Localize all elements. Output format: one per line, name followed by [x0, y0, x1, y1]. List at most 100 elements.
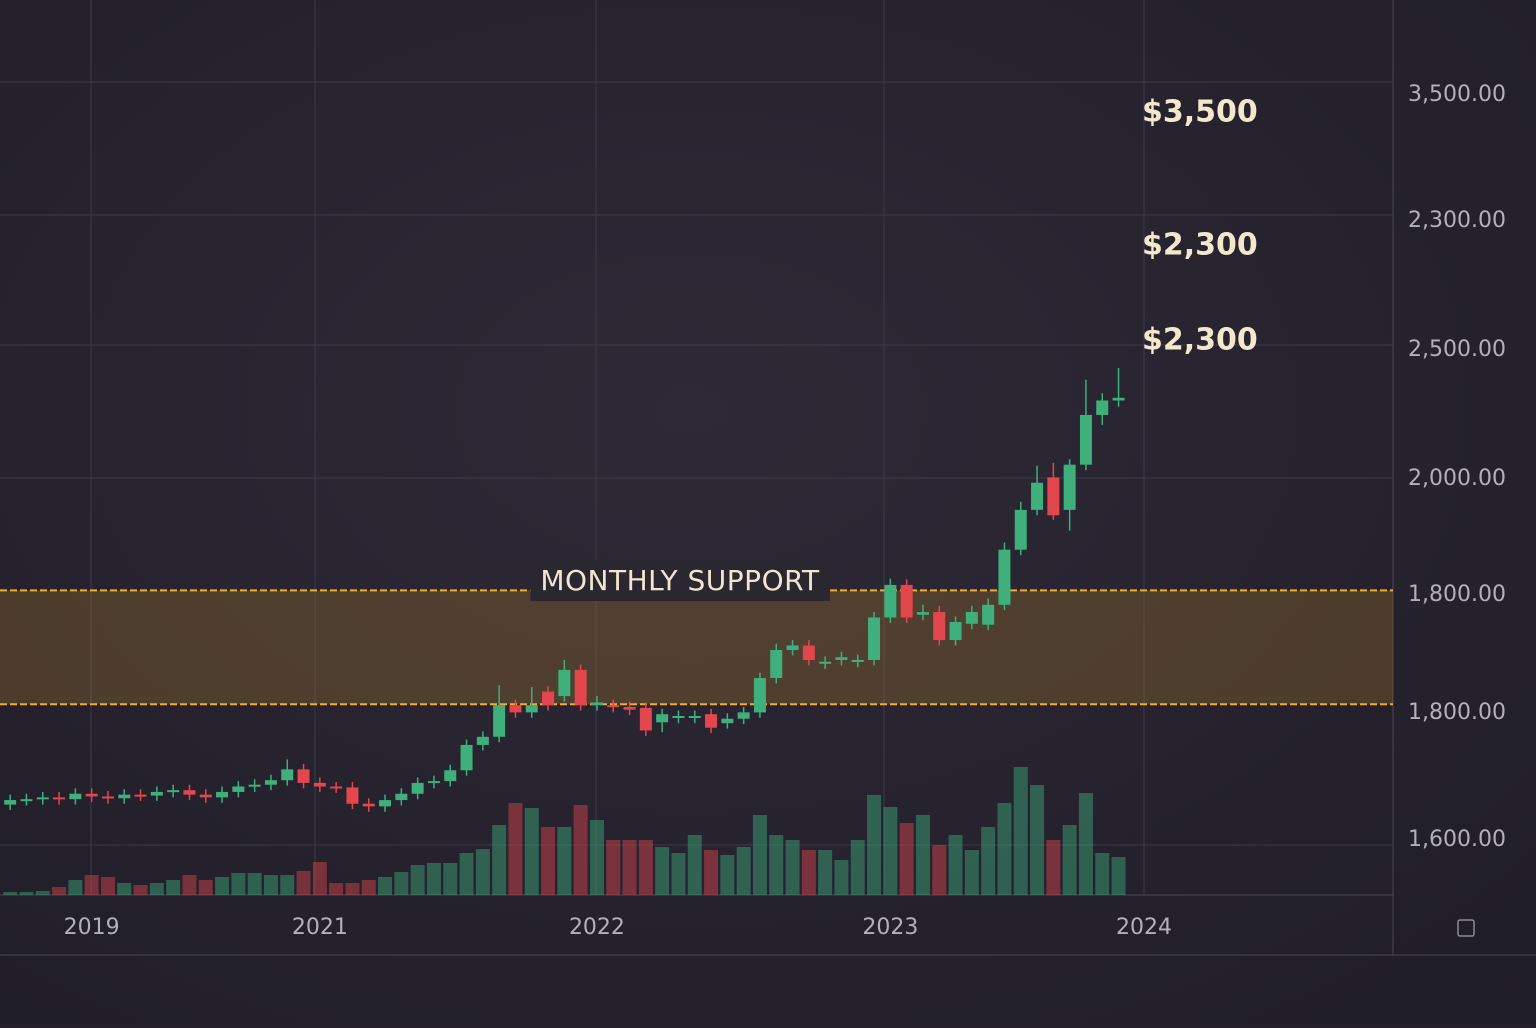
volume-bar — [687, 835, 702, 895]
candle-body — [1047, 477, 1060, 516]
volume-bar — [850, 840, 865, 895]
volume-bar — [573, 805, 588, 895]
volume-bar — [867, 795, 882, 895]
candle-body — [183, 790, 196, 795]
candle-body — [623, 706, 636, 710]
y-axis-label: 3,500.00 — [1408, 82, 1506, 107]
volume-bar — [883, 807, 898, 895]
volume-bar — [589, 820, 604, 895]
price-annotation: $2,300 — [1142, 323, 1258, 358]
volume-bar — [133, 885, 148, 895]
volume-bar — [166, 880, 181, 895]
candle-body — [53, 797, 66, 800]
price-annotation: $2,300 — [1142, 228, 1258, 263]
candle-body — [900, 584, 913, 618]
volume-bar — [932, 845, 947, 895]
volume-bar — [361, 880, 376, 895]
volume-bar — [834, 860, 849, 895]
x-tick-label: 2021 — [292, 915, 348, 940]
candle-body — [264, 780, 277, 785]
candle-body — [916, 612, 929, 615]
candle-body — [150, 791, 163, 796]
candle-body — [542, 691, 555, 706]
support-zone — [0, 590, 1393, 705]
candle-body — [4, 800, 17, 805]
volume-bar — [231, 873, 246, 895]
candle-body — [590, 702, 603, 706]
volume-bar — [345, 883, 360, 895]
volume-bar — [785, 840, 800, 895]
candle-body — [395, 793, 408, 801]
candle-body — [884, 584, 897, 618]
y-axis-label: 2,500.00 — [1408, 337, 1506, 362]
candle-body — [444, 770, 457, 782]
volume-bar — [720, 855, 735, 895]
candle-body — [868, 617, 881, 660]
candle-body — [737, 712, 750, 719]
candle-body — [427, 781, 440, 784]
candle-body — [297, 769, 310, 783]
candle-body — [346, 787, 359, 804]
candle-body — [248, 784, 261, 787]
candle-body — [965, 612, 978, 624]
candle-body — [851, 659, 864, 662]
candle-body — [509, 705, 522, 713]
candle-body — [558, 669, 571, 697]
candle-body — [721, 718, 734, 724]
volume-bar — [475, 849, 490, 895]
volume-bar — [638, 840, 653, 895]
candle-body — [1112, 397, 1125, 401]
support-label-bg — [530, 560, 831, 601]
candle-body — [672, 716, 685, 718]
volume-bar — [1013, 767, 1028, 895]
volume-bar — [329, 883, 344, 895]
candle-body — [835, 657, 848, 660]
volume-bar — [35, 891, 50, 895]
candle-body — [362, 803, 375, 807]
candle-body — [1014, 509, 1027, 550]
candle-body — [101, 796, 114, 799]
volume-bar — [997, 803, 1012, 895]
candle-body — [770, 650, 783, 679]
y-axis-label: 2,300.00 — [1408, 208, 1506, 233]
volume-bar — [622, 840, 637, 895]
volume-bar — [3, 892, 18, 895]
candle-body — [134, 794, 147, 797]
volume-bar — [52, 887, 67, 895]
candle-body — [167, 790, 180, 793]
candle-body — [330, 786, 343, 789]
volume-bar — [671, 853, 686, 895]
volume-bar — [117, 883, 132, 895]
candle-body — [85, 793, 98, 797]
volume-bar — [704, 850, 719, 895]
candles — [4, 367, 1125, 812]
candle-body — [705, 714, 718, 728]
volume-bar — [198, 880, 213, 895]
candle-body — [639, 707, 652, 731]
x-tick-label: 2024 — [1116, 915, 1172, 940]
candle-body — [1096, 400, 1109, 415]
volume-bar — [410, 865, 425, 895]
volume-bar — [280, 875, 295, 895]
volume-bar — [149, 883, 164, 895]
volume-bar — [964, 850, 979, 895]
volume-bar — [378, 877, 393, 895]
candle-body — [819, 661, 832, 664]
candle-body — [607, 705, 620, 708]
volume-bar — [296, 871, 311, 895]
volume-bar — [818, 850, 833, 895]
candle-body — [753, 678, 766, 713]
candle-body — [281, 769, 294, 781]
candle-body — [1031, 482, 1044, 510]
y-axis-label: 1,600.00 — [1408, 827, 1506, 852]
candle-body — [379, 800, 392, 807]
support-label: MONTHLY SUPPORT — [540, 564, 820, 597]
candle-body — [411, 782, 424, 794]
volume-bar — [19, 892, 34, 895]
volume-bar — [443, 863, 458, 895]
candle-body — [933, 612, 946, 641]
settings-icon[interactable] — [1457, 919, 1475, 937]
volume-bar — [1030, 785, 1045, 895]
volume-bar — [557, 827, 572, 895]
candle-body — [476, 736, 489, 745]
